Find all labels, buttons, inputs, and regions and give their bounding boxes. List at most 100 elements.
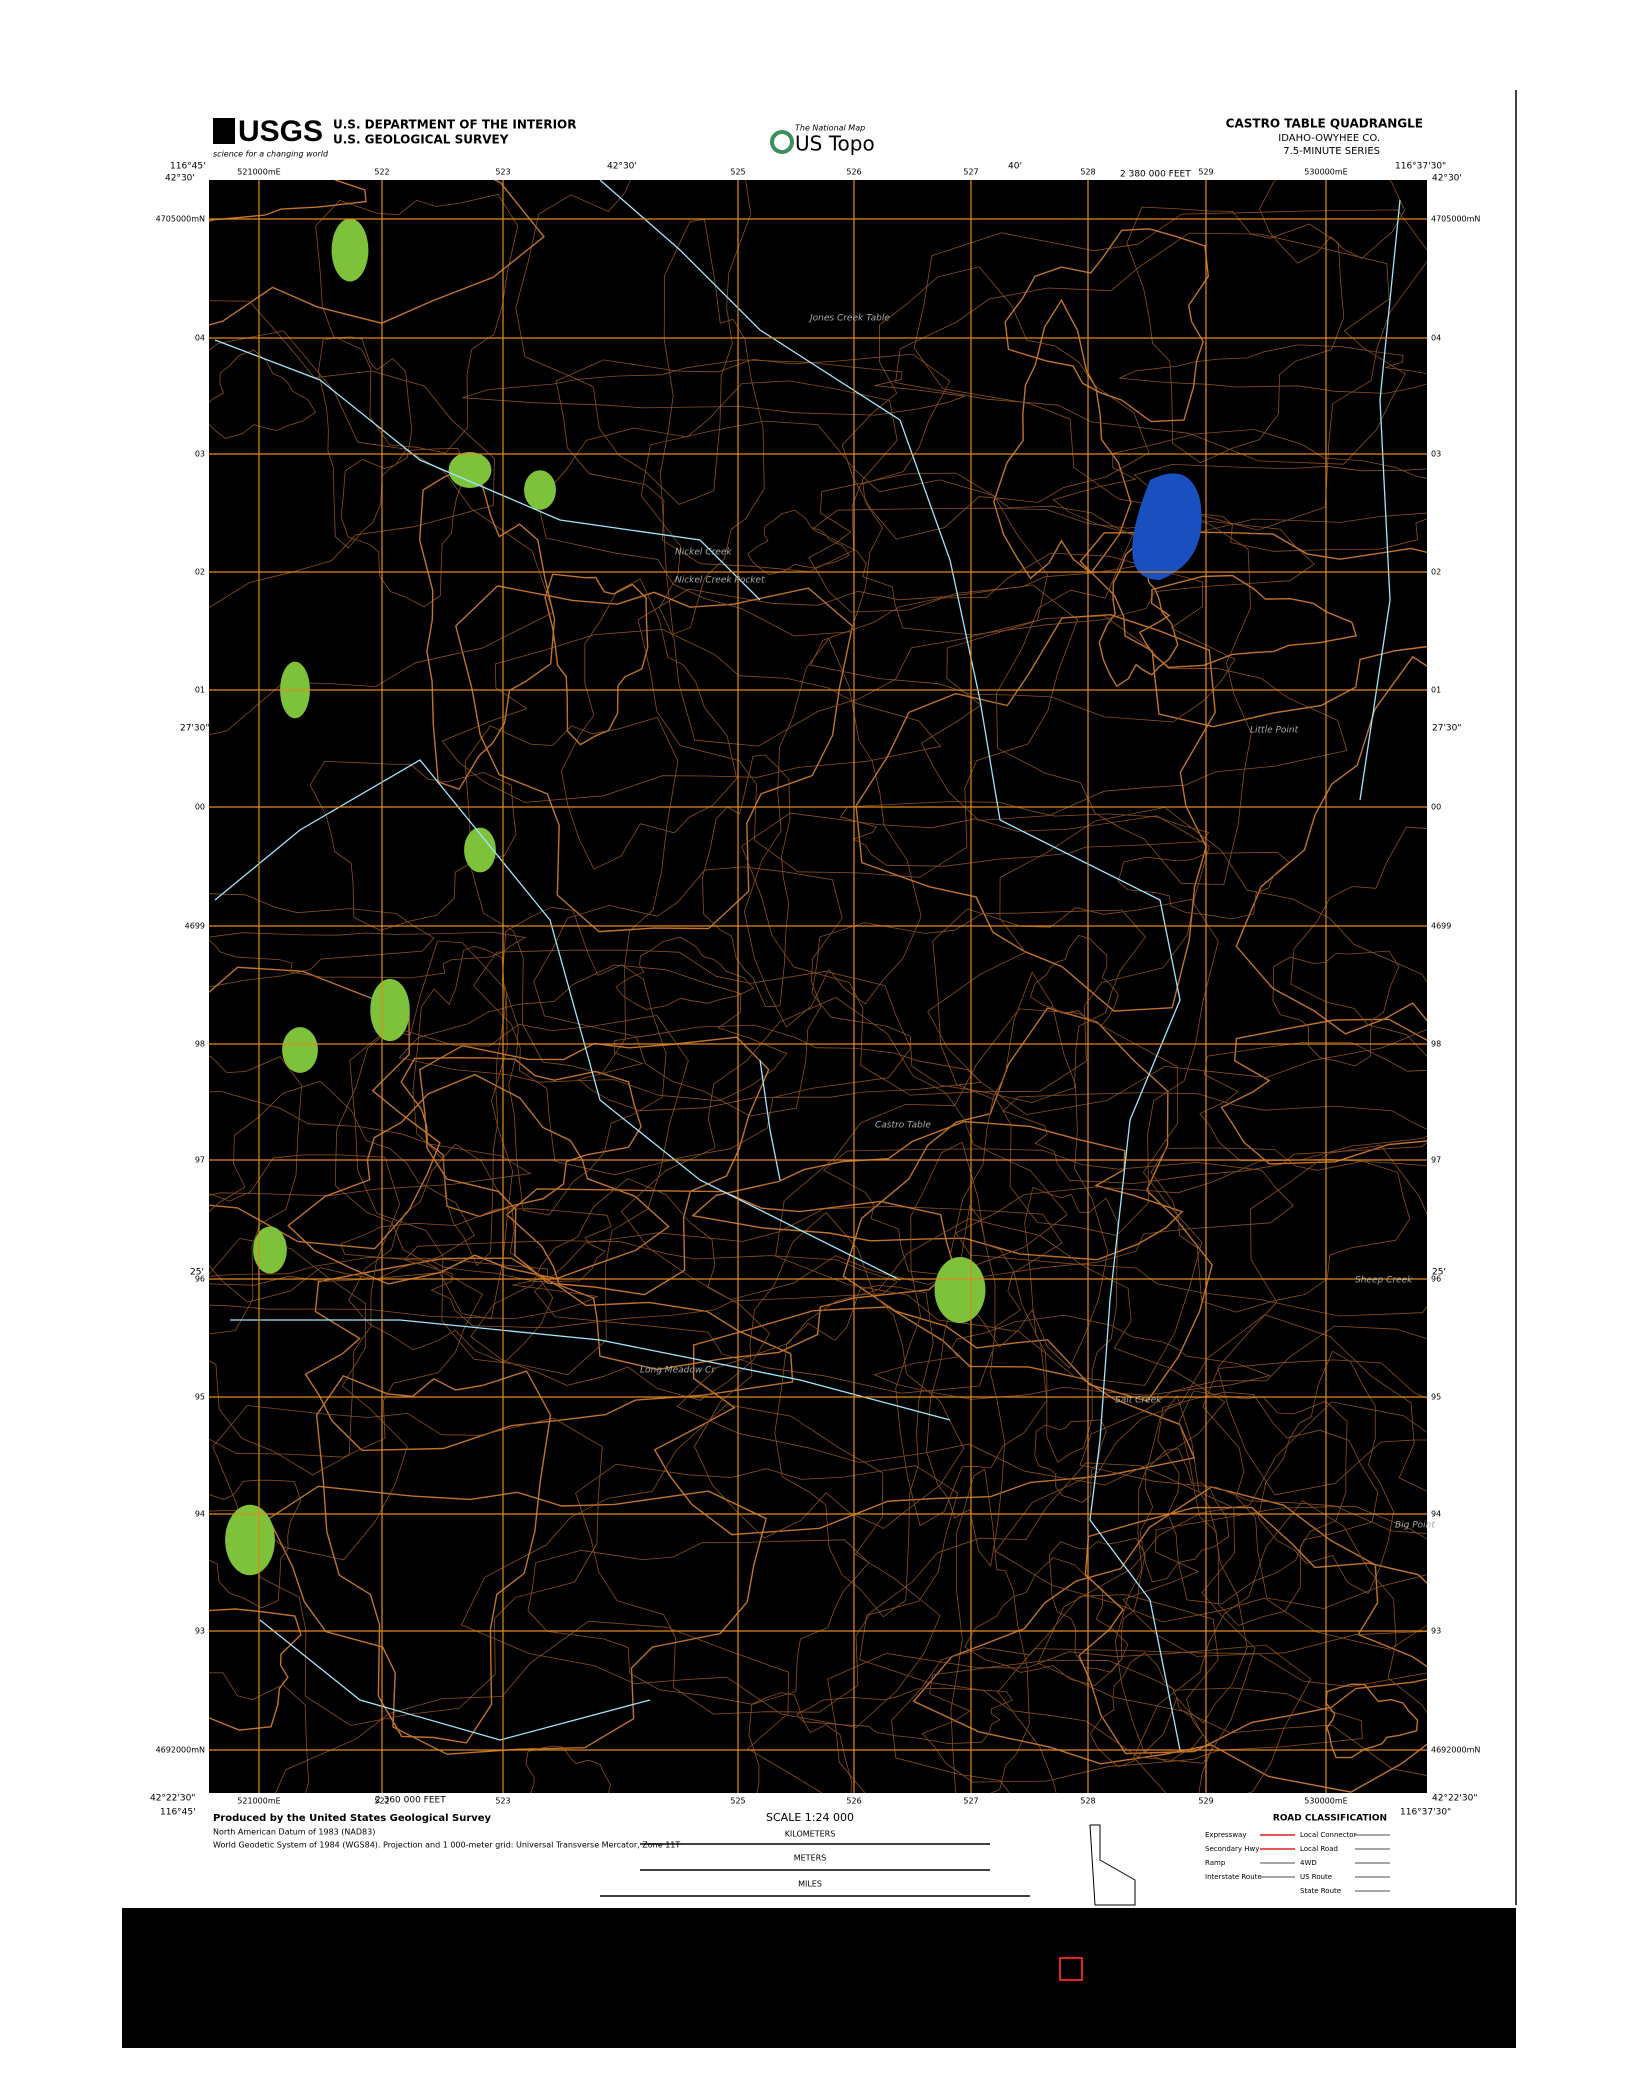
datum: North American Datum of 1983 (NAD83) [213,1828,375,1837]
vegetation [282,1027,318,1073]
easting-label: 522 [374,1797,389,1806]
easting-label: 525 [730,168,745,177]
easting-label: 525 [730,1797,745,1806]
northing-label: 97 [195,1156,205,1165]
road-legend: Ramp [1205,1859,1226,1867]
vegetation [370,978,410,1042]
easting-label: 527 [963,1797,978,1806]
contour [615,936,755,1010]
contour [1325,1683,1419,1759]
contour [441,628,942,803]
state-plane: 2 360 000 FEET [375,1796,446,1806]
contour [527,1539,870,1705]
contour [955,1158,1427,1317]
contour [913,209,1427,531]
contour [398,964,788,1102]
usgs-logo: USGS [238,115,323,148]
contour [1202,1359,1427,1609]
easting-label: 527 [963,168,978,177]
contour [533,1205,1063,1394]
contour [400,1056,642,1218]
vegetation [524,470,556,510]
corner-label: 25' [190,1268,204,1278]
northing-label: 93 [1431,1627,1441,1636]
contour [1029,934,1119,1026]
northing-label: 04 [1431,334,1441,343]
contour [827,1644,1312,1793]
contour [702,754,791,1008]
stream [214,339,761,601]
northing-label: 4699 [185,922,205,931]
corner-label: 42°22'30" [150,1794,195,1804]
contour [315,193,519,454]
contour [841,266,1150,540]
contour [747,509,850,575]
contour [796,1687,1013,1745]
contour [855,613,1216,1012]
contour [891,1594,1219,1793]
contour [1139,1448,1230,1583]
contour [209,893,435,988]
contour [1220,1018,1427,1165]
contour [209,966,441,1250]
easting-label: 528 [1080,168,1095,177]
contour [544,573,649,746]
roads-title: ROAD CLASSIFICATION [1273,1814,1387,1824]
contour [404,1240,898,1329]
contour [659,218,765,635]
contour [349,1014,689,1376]
contour [997,1648,1427,1793]
easting-label: 521000mE [237,1797,280,1806]
contour [275,1620,823,1793]
contour [304,1257,794,1452]
contour [209,1154,401,1476]
contour [920,615,1348,821]
series: 7.5-MINUTE SERIES [1283,146,1380,157]
northing-label: 96 [1431,1275,1441,1284]
corner-label: 40' [1008,162,1022,172]
contour [653,1306,1196,1536]
easting-label: 528 [1080,1797,1095,1806]
northing-label: 95 [1431,1393,1441,1402]
place-name: Sheep Creek [1355,1276,1413,1286]
state-plane: 2 380 000 FEET [1120,170,1191,180]
contour [515,180,752,505]
stream [1359,199,1401,801]
contour [209,180,367,222]
easting-label: 529 [1198,168,1213,177]
contour [464,716,679,1075]
northing-label: 93 [195,1627,205,1636]
contour [774,1284,934,1618]
road-legend: State Route [1300,1887,1341,1895]
road-legend: Expressway [1205,1831,1247,1839]
contour [996,507,1252,886]
contour [209,1479,302,1609]
map-content [209,180,1427,1793]
national-map-logo [770,130,794,154]
stream [214,759,901,1281]
contour [921,1659,1363,1783]
corner-label: 42°22'30" [1432,1794,1477,1804]
contour [743,637,922,1028]
contour [995,1314,1427,1650]
contour [267,1485,768,1755]
contour [462,359,965,416]
easting-label: 526 [846,1797,861,1806]
northing-label: 4705000mN [1431,215,1480,224]
scale-unit: MILES [798,1880,822,1889]
survey: U.S. GEOLOGICAL SURVEY [333,133,509,147]
northing-label: 4692000mN [1431,1746,1480,1755]
contour [340,447,467,608]
product-top: The National Map [795,124,865,133]
contour [209,1672,309,1793]
scale-unit: METERS [794,1854,827,1863]
contour [693,1211,965,1539]
contour [1122,1505,1427,1657]
contour [209,931,527,979]
contour [1002,1092,1427,1184]
place-name: Castro Table [875,1121,931,1131]
northing-label: 4705000mN [156,215,205,224]
place-name: Nickel Creek [675,548,732,558]
